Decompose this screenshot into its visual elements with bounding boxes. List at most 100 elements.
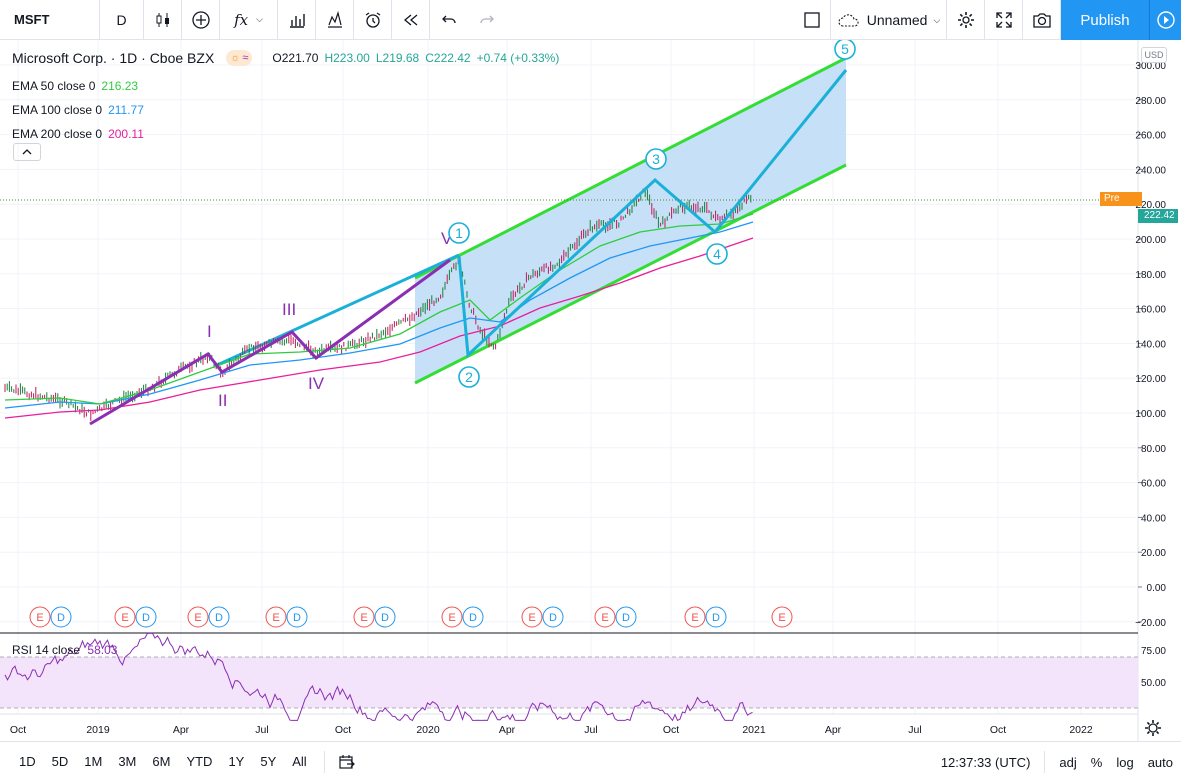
- price-label: 120.00: [1135, 374, 1166, 385]
- rsi-legend[interactable]: RSI 14 close 58.03: [12, 643, 117, 657]
- ohlc-high: H223.00: [324, 51, 370, 65]
- dividend-marker[interactable]: D: [469, 612, 477, 624]
- range-button-all[interactable]: All: [292, 754, 307, 769]
- alert-button[interactable]: [354, 0, 392, 40]
- range-button-6m[interactable]: 6M: [152, 754, 171, 769]
- time-label: Jul: [255, 724, 268, 736]
- earnings-marker[interactable]: E: [194, 612, 201, 624]
- dividend-marker[interactable]: D: [381, 612, 389, 624]
- price-axis[interactable]: 300.00 280.00 260.00 240.00 220.00 200.00 180.…: [1135, 61, 1166, 629]
- market-status-icon[interactable]: ☼ ≈: [226, 50, 253, 66]
- financials-button[interactable]: [278, 0, 316, 40]
- log-toggle[interactable]: log: [1116, 754, 1134, 770]
- dividend-marker[interactable]: D: [57, 612, 65, 624]
- chart-canvas[interactable]: 300.00280.00260.00240.00220.00200.00180.…: [0, 40, 1181, 741]
- earnings-marker-ring: [684, 606, 706, 628]
- symbol-title[interactable]: Microsoft Corp. · 1D · Cboe BZX: [12, 50, 215, 66]
- range-button-5y[interactable]: 5Y: [260, 754, 277, 769]
- earnings-marker[interactable]: E: [601, 612, 608, 624]
- channel-lower-line[interactable]: [414, 163, 847, 385]
- clock[interactable]: 12:37:33 (UTC): [940, 754, 1031, 770]
- interval-button[interactable]: D: [100, 0, 144, 40]
- earnings-dividend-marker[interactable]: E: [771, 606, 793, 628]
- circled-label-text: 4: [713, 246, 721, 262]
- earnings-marker-ring: [521, 606, 543, 628]
- indicators-button[interactable]: fx ⌵: [220, 0, 278, 40]
- chevron-up-icon: [22, 149, 32, 155]
- channel-upper-line[interactable]: [414, 56, 847, 280]
- fullscreen-select-button[interactable]: [793, 0, 831, 40]
- legend-collapse-button[interactable]: [13, 143, 41, 161]
- templates-button[interactable]: [316, 0, 354, 40]
- earnings-marker[interactable]: E: [36, 612, 43, 624]
- time-label: 2019: [86, 724, 110, 736]
- auto-toggle[interactable]: auto: [1147, 754, 1173, 770]
- dividend-marker[interactable]: D: [712, 612, 720, 624]
- earnings-marker-ring: [187, 606, 209, 628]
- percent-toggle[interactable]: %: [1090, 754, 1103, 770]
- dividend-marker[interactable]: D: [215, 612, 223, 624]
- bottom-toolbar: 1D 5D 1M 3M 6M YTD 1Y 5Y All 12:37:33 (UTC) adj …: [0, 741, 1181, 781]
- settings-button[interactable]: [947, 0, 985, 40]
- currency-badge[interactable]: USD: [1141, 47, 1167, 63]
- publish-menu-button[interactable]: [1149, 0, 1181, 40]
- impulse-wave-line[interactable]: [457, 69, 848, 359]
- undo-button[interactable]: [430, 0, 468, 40]
- expand-icon: [995, 12, 1012, 28]
- redo-button[interactable]: [468, 0, 506, 40]
- dividend-marker[interactable]: D: [622, 612, 630, 624]
- earnings-marker[interactable]: E: [448, 612, 455, 624]
- earnings-marker[interactable]: E: [691, 612, 698, 624]
- symbol-search[interactable]: MSFT: [0, 0, 100, 40]
- earnings-marker[interactable]: E: [272, 612, 279, 624]
- compare-button[interactable]: [182, 0, 220, 40]
- date-range-button[interactable]: [335, 750, 359, 774]
- roman-wave-label: I: [207, 322, 212, 341]
- earnings-marker[interactable]: E: [121, 612, 128, 624]
- roman-wave-line[interactable]: [89, 258, 451, 426]
- ema-200-legend[interactable]: EMA 200 close 0 200.11: [12, 122, 559, 146]
- roman-wave-label: II: [218, 391, 227, 410]
- earnings-marker[interactable]: E: [360, 612, 367, 624]
- time-label: Oct: [10, 724, 26, 736]
- adj-toggle[interactable]: adj: [1059, 754, 1077, 770]
- earnings-marker[interactable]: E: [778, 612, 785, 624]
- time-label: Oct: [663, 724, 679, 736]
- range-button-3m[interactable]: 3M: [118, 754, 137, 769]
- circled-wave-label: 4: [706, 243, 728, 265]
- time-axis[interactable]: Oct 2019 Apr Jul Oct 2020 Apr Jul Oct 2021 Apr Jul O…: [10, 724, 1093, 736]
- snapshot-button[interactable]: [1023, 0, 1061, 40]
- layout-name-button[interactable]: Unnamed ⌵: [831, 0, 947, 40]
- chart-type-button[interactable]: [144, 0, 182, 40]
- publish-button[interactable]: Publish: [1061, 0, 1149, 40]
- range-button-5d[interactable]: 5D: [51, 754, 69, 769]
- price-label: 40.00: [1141, 513, 1166, 524]
- earnings-marker-ring: [265, 606, 287, 628]
- dividend-marker[interactable]: D: [293, 612, 301, 624]
- ema-100-legend[interactable]: EMA 100 close 0 211.77: [12, 98, 559, 122]
- dividend-marker[interactable]: D: [549, 612, 557, 624]
- dividend-marker[interactable]: D: [142, 612, 150, 624]
- bar-chart-icon: [289, 13, 305, 28]
- dividend-marker-ring: [462, 606, 484, 628]
- chevron-down-icon: ⌵: [256, 14, 263, 24]
- range-button-1d[interactable]: 1D: [19, 754, 36, 769]
- range-button-1m[interactable]: 1M: [84, 754, 103, 769]
- gear-icon[interactable]: [1145, 720, 1161, 736]
- replay-button[interactable]: [392, 0, 430, 40]
- earnings-marker[interactable]: E: [528, 612, 535, 624]
- range-button-1y[interactable]: 1Y: [228, 754, 245, 769]
- range-button-ytd[interactable]: YTD: [186, 754, 213, 769]
- ema-50-legend[interactable]: EMA 50 close 0 216.23: [12, 74, 559, 98]
- fullscreen-button[interactable]: [985, 0, 1023, 40]
